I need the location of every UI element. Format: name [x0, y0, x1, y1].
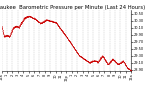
- Title: Milwaukee  Barometric Pressure per Minute (Last 24 Hours): Milwaukee Barometric Pressure per Minute…: [0, 5, 145, 10]
